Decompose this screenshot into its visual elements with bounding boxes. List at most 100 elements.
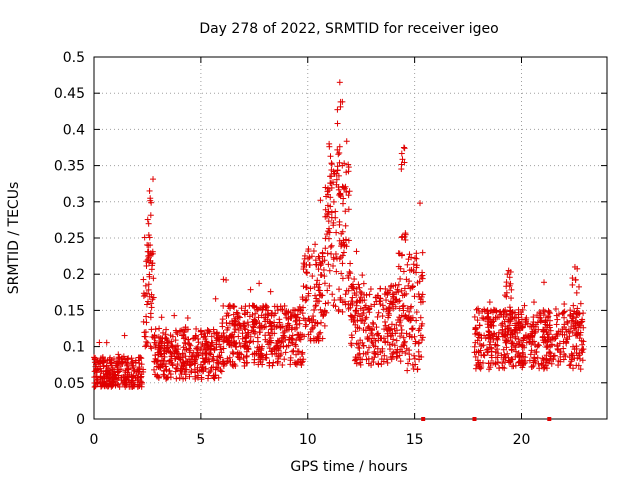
data-point <box>158 361 165 368</box>
data-point <box>560 309 567 316</box>
data-point <box>227 358 234 365</box>
data-point <box>318 260 325 267</box>
data-point <box>504 350 511 357</box>
data-point <box>555 358 562 364</box>
data-point <box>265 329 272 336</box>
data-point <box>161 342 168 349</box>
data-point <box>256 280 263 287</box>
data-point <box>541 279 548 286</box>
data-point <box>147 310 154 317</box>
data-point <box>150 275 157 282</box>
chart-title: Day 278 of 2022, SRMTID for receiver ige… <box>199 21 498 37</box>
data-point <box>364 334 371 341</box>
y-tick-label: 0.05 <box>54 376 85 392</box>
data-point <box>253 304 260 311</box>
data-point <box>112 375 119 382</box>
data-point <box>184 314 191 321</box>
data-point <box>373 324 380 331</box>
data-point <box>380 306 387 313</box>
data-point <box>312 241 319 248</box>
data-point <box>317 306 324 313</box>
zero-marker <box>472 417 477 421</box>
data-point <box>245 331 252 338</box>
data-point <box>142 329 149 336</box>
data-point <box>357 359 364 366</box>
data-point <box>404 305 411 312</box>
data-point <box>243 360 250 367</box>
data-point <box>223 334 230 341</box>
data-point <box>229 320 236 327</box>
data-point <box>151 332 158 339</box>
data-point <box>411 355 418 362</box>
data-point <box>153 363 160 370</box>
data-point <box>257 329 264 336</box>
y-tick-label: 0.5 <box>63 50 85 66</box>
data-point <box>166 358 173 365</box>
data-point <box>403 345 410 352</box>
data-point <box>200 367 207 374</box>
data-point <box>117 360 124 367</box>
data-point <box>395 281 402 288</box>
data-point <box>313 261 320 268</box>
data-point <box>385 308 392 315</box>
data-point <box>148 300 155 307</box>
x-tick-label: 10 <box>299 432 317 448</box>
data-point <box>514 329 521 336</box>
data-point <box>408 303 415 310</box>
data-point <box>347 260 354 267</box>
data-point <box>340 195 347 202</box>
data-point <box>126 379 133 386</box>
data-point <box>531 354 538 361</box>
data-point <box>357 288 364 295</box>
data-point <box>244 319 251 326</box>
data-point <box>335 151 342 158</box>
data-point <box>223 313 230 320</box>
data-point <box>360 280 367 287</box>
data-point <box>389 341 396 348</box>
data-point <box>353 248 360 255</box>
data-point <box>372 343 379 350</box>
data-point <box>481 352 488 359</box>
data-point <box>257 354 264 361</box>
data-point <box>237 343 244 350</box>
data-point <box>223 319 230 326</box>
y-tick-label: 0.35 <box>54 159 85 175</box>
data-point <box>314 333 321 340</box>
data-point <box>97 373 104 380</box>
data-point <box>296 307 303 314</box>
data-point <box>220 276 227 283</box>
data-point <box>275 353 282 360</box>
data-point <box>359 312 366 319</box>
data-point <box>300 304 307 311</box>
data-point <box>129 364 136 371</box>
data-point <box>144 298 151 305</box>
data-point <box>401 338 408 345</box>
data-point <box>396 314 403 321</box>
data-point <box>181 339 188 346</box>
data-point <box>156 337 163 344</box>
data-point <box>316 255 323 262</box>
data-point <box>224 310 231 317</box>
data-point <box>302 317 309 324</box>
data-point <box>145 220 152 227</box>
data-point <box>359 339 366 346</box>
data-point <box>180 331 187 338</box>
data-point <box>271 303 278 310</box>
data-point <box>390 283 397 290</box>
data-point <box>150 176 157 183</box>
data-point <box>413 309 420 316</box>
data-point <box>387 354 394 361</box>
data-point <box>375 309 382 316</box>
data-point <box>418 293 425 300</box>
data-point <box>310 248 317 255</box>
data-point <box>146 187 153 194</box>
data-point <box>250 328 257 335</box>
data-point <box>321 273 328 280</box>
data-point <box>417 332 424 339</box>
data-points <box>91 79 587 421</box>
data-point <box>115 366 122 373</box>
data-point <box>326 140 333 147</box>
data-point <box>398 166 405 173</box>
data-point <box>408 266 415 273</box>
data-point <box>330 262 337 269</box>
